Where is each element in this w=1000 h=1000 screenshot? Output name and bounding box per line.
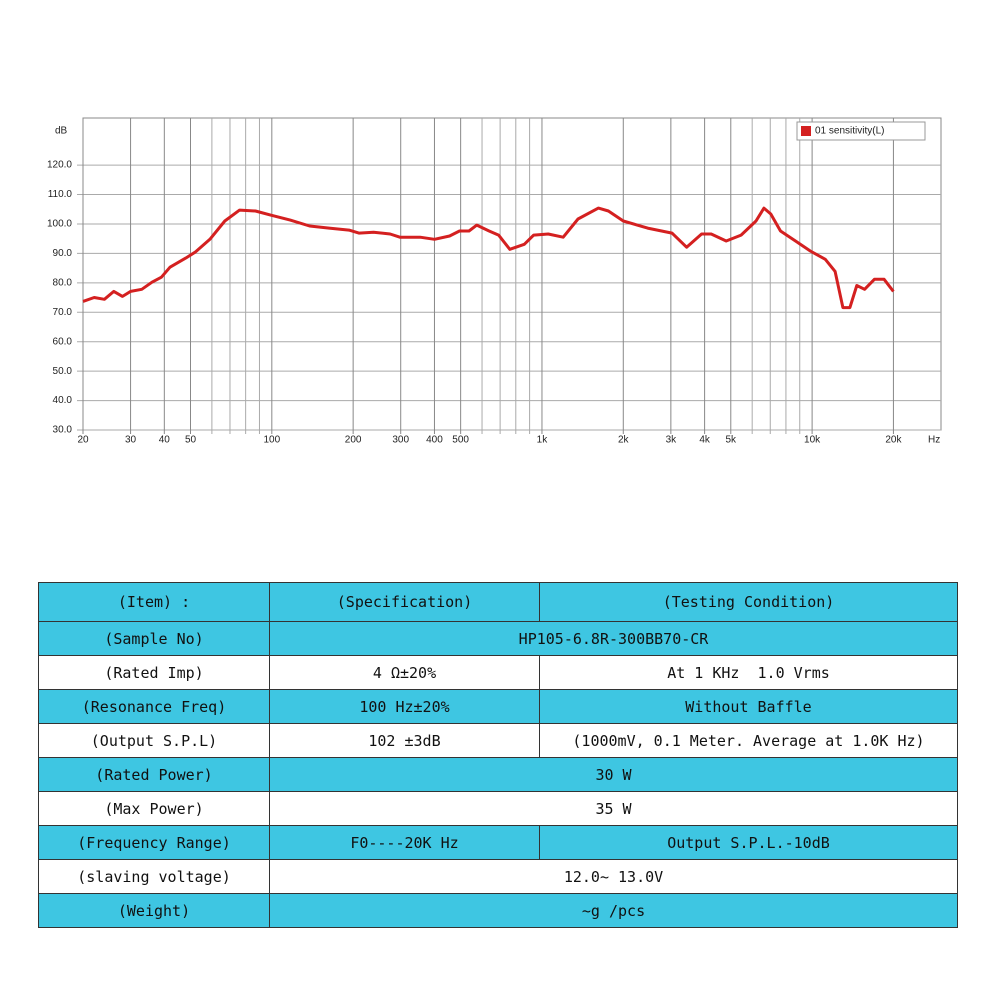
chart: dB Hz 30.0 40.0 50.0 60.0 70.0 80.0 90.0 100.0 1… xyxy=(47,117,942,446)
spec-table: (Item) : (Specification) (Testing Conditio… xyxy=(38,582,958,928)
table-cell: Output S.P.L.-10dB xyxy=(539,825,958,860)
table-cell: (Item) : xyxy=(38,582,270,622)
x-tick-label: 5k xyxy=(726,435,738,446)
x-tick-label: 4k xyxy=(699,435,711,446)
y-axis-label: dB xyxy=(55,126,68,137)
x-tick-label: 10k xyxy=(804,435,821,446)
legend-swatch xyxy=(801,126,811,136)
y-tick-label: 30.0 xyxy=(53,425,73,436)
y-tick-label: 100.0 xyxy=(47,219,72,230)
table-cell: 30 W xyxy=(269,757,958,792)
table-row: (Rated Power) 30 W xyxy=(38,757,958,792)
plot-area xyxy=(82,117,942,431)
y-tick-label: 40.0 xyxy=(53,395,73,406)
table-cell: (Sample No) xyxy=(38,621,270,656)
y-tick-label: 60.0 xyxy=(53,336,73,347)
table-cell: At 1 KHz 1.0 Vrms xyxy=(539,655,958,690)
table-cell: (slaving voltage) xyxy=(38,859,270,894)
table-cell: 35 W xyxy=(269,791,958,826)
table-cell: (Testing Condition) xyxy=(539,582,958,622)
table-cell: 102 ±3dB xyxy=(269,723,540,758)
x-tick-label: 400 xyxy=(426,435,443,446)
x-tick-label: 30 xyxy=(125,435,137,446)
table-row: (Item) : (Specification) (Testing Conditio… xyxy=(38,582,958,622)
table-row: (Rated Imp) 4 Ω±20% At 1 KHz 1.0 Vrms xyxy=(38,655,958,690)
table-row: (Weight) ~g /pcs xyxy=(38,893,958,928)
x-tick-label: 20 xyxy=(77,435,89,446)
table-cell: (Specification) xyxy=(269,582,540,622)
x-tick-label: 40 xyxy=(159,435,171,446)
y-tick-label: 50.0 xyxy=(53,366,73,377)
table-row: (Resonance Freq) 100 Hz±20% Without Baffle xyxy=(38,689,958,724)
y-tick-label: 120.0 xyxy=(47,160,72,171)
x-tick-label: 500 xyxy=(452,435,469,446)
y-tick-label: 110.0 xyxy=(48,189,73,200)
x-tick-label: 1k xyxy=(537,435,549,446)
x-tick-label: 3k xyxy=(666,435,678,446)
x-axis-label: Hz xyxy=(928,435,940,446)
x-tick-label: 100 xyxy=(263,435,280,446)
x-tick-label: 2k xyxy=(618,435,630,446)
table-cell: (Frequency Range) xyxy=(38,825,270,860)
table-cell: HP105-6.8R-300BB70-CR xyxy=(269,621,958,656)
table-row: (Sample No) HP105-6.8R-300BB70-CR xyxy=(38,621,958,656)
table-cell: 100 Hz±20% xyxy=(269,689,540,724)
x-tick-label: 50 xyxy=(185,435,197,446)
table-cell: (Weight) xyxy=(38,893,270,928)
x-tick-label: 200 xyxy=(345,435,362,446)
legend-box xyxy=(796,121,926,141)
table-cell: F0----20K Hz xyxy=(269,825,540,860)
table-row: (Max Power) 35 W xyxy=(38,791,958,826)
table-cell: Without Baffle xyxy=(539,689,958,724)
table-row: (Output S.P.L) 102 ±3dB (1000mV, 0.1 Meter… xyxy=(38,723,958,758)
table-cell: (Rated Imp) xyxy=(38,655,270,690)
x-tick-label: 20k xyxy=(885,435,902,446)
data-line xyxy=(82,206,895,310)
table-cell: (Rated Power) xyxy=(38,757,270,792)
table-cell: (1000mV, 0.1 Meter. Average at 1.0K Hz) xyxy=(539,723,958,758)
table-row: (slaving voltage) 12.0~ 13.0V xyxy=(38,859,958,894)
legend-label: 01 sensitivity(L) xyxy=(815,126,884,137)
table-cell: ~g /pcs xyxy=(269,893,958,928)
x-tick-label: 300 xyxy=(392,435,409,446)
y-tick-label: 70.0 xyxy=(53,307,73,318)
table-cell: 12.0~ 13.0V xyxy=(269,859,958,894)
y-tick-label: 80.0 xyxy=(53,277,73,288)
table-cell: (Resonance Freq) xyxy=(38,689,270,724)
table-cell: (Max Power) xyxy=(38,791,270,826)
table-cell: 4 Ω±20% xyxy=(269,655,540,690)
y-tick-label: 90.0 xyxy=(53,248,73,259)
table-row: (Frequency Range) F0----20K Hz Output S.P.… xyxy=(38,825,958,860)
table-cell: (Output S.P.L) xyxy=(38,723,270,758)
